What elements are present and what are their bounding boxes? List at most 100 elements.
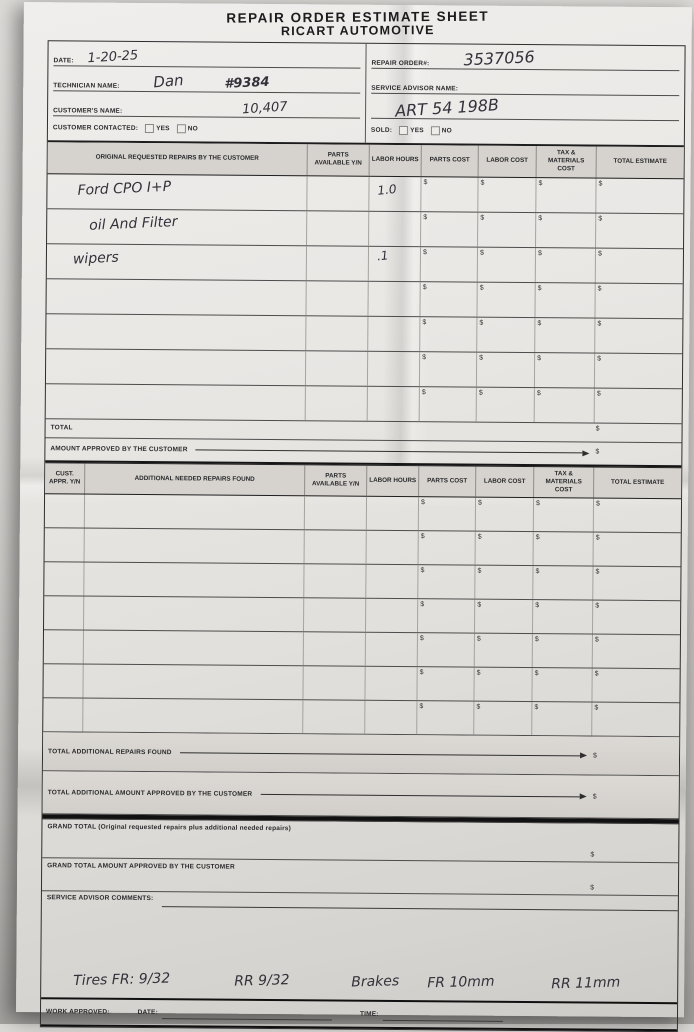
parts-available-cell — [303, 666, 366, 700]
brakes-note: Brakes — [351, 973, 400, 991]
description-cell — [46, 278, 307, 315]
total-estimate-cell: $ — [593, 601, 680, 635]
total-estimate-cell: $ — [595, 283, 682, 318]
header-fields: DATE: 1-20-25 TECHNICIAN NAME: Dan #9384… — [47, 41, 685, 148]
dollar-sign: $ — [595, 500, 600, 508]
parts-cost-cell: $ — [420, 246, 479, 282]
dollar-sign: $ — [479, 249, 484, 257]
parts-cost-cell: $ — [421, 176, 479, 212]
date-field: DATE: 1-20-25 — [53, 41, 361, 69]
technician-label: TECHNICIAN NAME: — [53, 82, 120, 90]
repair-description: wipers — [72, 249, 120, 268]
labor-hours-cell — [366, 496, 420, 531]
parts-available-cell — [306, 315, 369, 351]
cust-appr-cell — [44, 528, 85, 562]
approval-date-line — [161, 1006, 333, 1021]
customer-contacted-yes-checkbox — [145, 123, 155, 134]
labor-cost-cell: $ — [478, 212, 537, 247]
dollar-sign: $ — [420, 499, 425, 507]
dollar-sign: $ — [538, 214, 543, 222]
technician-id-value: #9384 — [223, 74, 270, 92]
dollar-sign: $ — [535, 534, 540, 542]
table-row: $ $ $ $ — [44, 562, 681, 602]
dollar-sign: $ — [476, 669, 481, 677]
labor-hours-cell — [365, 666, 418, 701]
tax-materials-cell: $ — [532, 668, 593, 702]
dollar-sign: $ — [597, 320, 602, 328]
handwritten-inspection-note: Tires FR: 9/32 RR 9/32 Brakes FR 10mm RR… — [41, 961, 677, 1002]
arrow-line — [179, 751, 581, 756]
dollar-sign: $ — [595, 602, 600, 610]
dollar-sign: $ — [477, 499, 482, 507]
repair-order-field: REPAIR ORDER#: 3537056 — [371, 43, 680, 72]
table-row: $ $ $ $ — [45, 348, 683, 389]
labor-hours-cell — [366, 530, 419, 565]
original-repairs-table-header: ORIGINAL REQUESTED REPAIRS BY THE CUSTOM… — [47, 142, 684, 179]
total-additional-label: TOTAL ADDITIONAL REPAIRS FOUND — [48, 747, 172, 756]
service-advisor-field: SERVICE ADVISOR NAME: — [371, 68, 680, 97]
arrow-line — [260, 793, 580, 797]
dollar-sign: $ — [423, 178, 428, 186]
parts-cost-cell: $ — [418, 565, 476, 599]
description-cell — [45, 348, 307, 385]
column-header-labor-cost: LABOR COST — [478, 145, 537, 177]
labor-hours-cell — [365, 700, 418, 735]
description-cell — [84, 528, 305, 564]
description-cell — [83, 664, 304, 700]
grand-total-approved-row: GRAND TOTAL AMOUNT APPROVED BY THE CUSTO… — [41, 858, 679, 897]
labor-cost-cell: $ — [476, 387, 535, 422]
dollar-sign: $ — [480, 214, 485, 222]
dollar-sign: $ — [476, 703, 481, 711]
dollar-sign: $ — [535, 602, 540, 610]
dollar-sign: $ — [590, 884, 595, 892]
amount-approved-row: AMOUNT APPROVED BY THE CUSTOMER $ — [45, 437, 682, 467]
labor-hours-cell — [366, 564, 419, 599]
column-header-tax-materials-cost: TAX & MATERIALS COST — [534, 466, 595, 498]
column-header-cust-appr: CUST. APPR. Y/N — [45, 462, 86, 494]
total-estimate-cell: $ — [592, 703, 679, 737]
tax-materials-cell: $ — [532, 600, 594, 634]
dollar-sign: $ — [477, 601, 482, 609]
parts-available-cell — [304, 530, 367, 564]
labor-cost-cell: $ — [477, 247, 537, 282]
dollar-sign: $ — [537, 249, 542, 257]
column-header-total-estimate: TOTAL ESTIMATE — [613, 157, 667, 166]
labor-cost-cell: $ — [475, 531, 534, 566]
dollar-sign: $ — [535, 500, 540, 508]
grand-total-approved-label: GRAND TOTAL AMOUNT APPROVED BY THE CUSTO… — [47, 862, 235, 871]
parts-cost-cell: $ — [418, 531, 476, 565]
tax-materials-cell: $ — [535, 282, 596, 318]
tires-front-note: Tires FR: 9/32 — [73, 970, 171, 990]
repair-order-value: 3537056 — [463, 47, 536, 70]
parts-available-cell — [303, 598, 367, 632]
dollar-sign: $ — [597, 355, 602, 363]
labor-cost-cell: $ — [474, 667, 533, 702]
dollar-sign: $ — [535, 568, 540, 576]
vehicle-note-value: ART 54 198B — [394, 95, 500, 121]
tax-materials-cell: $ — [532, 702, 593, 736]
dollar-sign: $ — [595, 448, 600, 456]
amount-approved-label: AMOUNT APPROVED BY THE CUSTOMER — [50, 445, 188, 454]
parts-cost-cell: $ — [417, 633, 475, 667]
total-estimate-cell: $ — [591, 737, 679, 776]
service-advisor-comments-label: SERVICE ADVISOR COMMENTS: — [46, 894, 154, 903]
total-label: TOTAL — [50, 424, 73, 432]
tax-materials-cell: $ — [535, 317, 596, 353]
dollar-sign: $ — [420, 567, 425, 575]
table-row: wipers .1 $ $ $ $ — [46, 243, 684, 284]
parts-cost-cell: $ — [419, 351, 478, 387]
dollar-sign: $ — [477, 567, 482, 575]
dollar-sign: $ — [419, 703, 424, 711]
mileage-value: 10,407 — [241, 99, 289, 118]
total-estimate-cell: $ — [595, 353, 682, 388]
dollar-sign: $ — [477, 533, 482, 541]
technician-field: TECHNICIAN NAME: Dan #9384 — [53, 66, 361, 94]
service-advisor-comments-section: SERVICE ADVISOR COMMENTS: — [41, 891, 678, 966]
dollar-sign: $ — [479, 319, 484, 327]
parts-cost-cell: $ — [417, 701, 475, 735]
vehicle-note-field: ART 54 198B — [371, 93, 680, 122]
table-row: $ $ $ $ — [46, 278, 683, 319]
description-cell — [83, 630, 304, 666]
grand-total-label: GRAND TOTAL (Original requested repairs … — [47, 823, 292, 833]
cust-appr-cell — [43, 630, 84, 664]
